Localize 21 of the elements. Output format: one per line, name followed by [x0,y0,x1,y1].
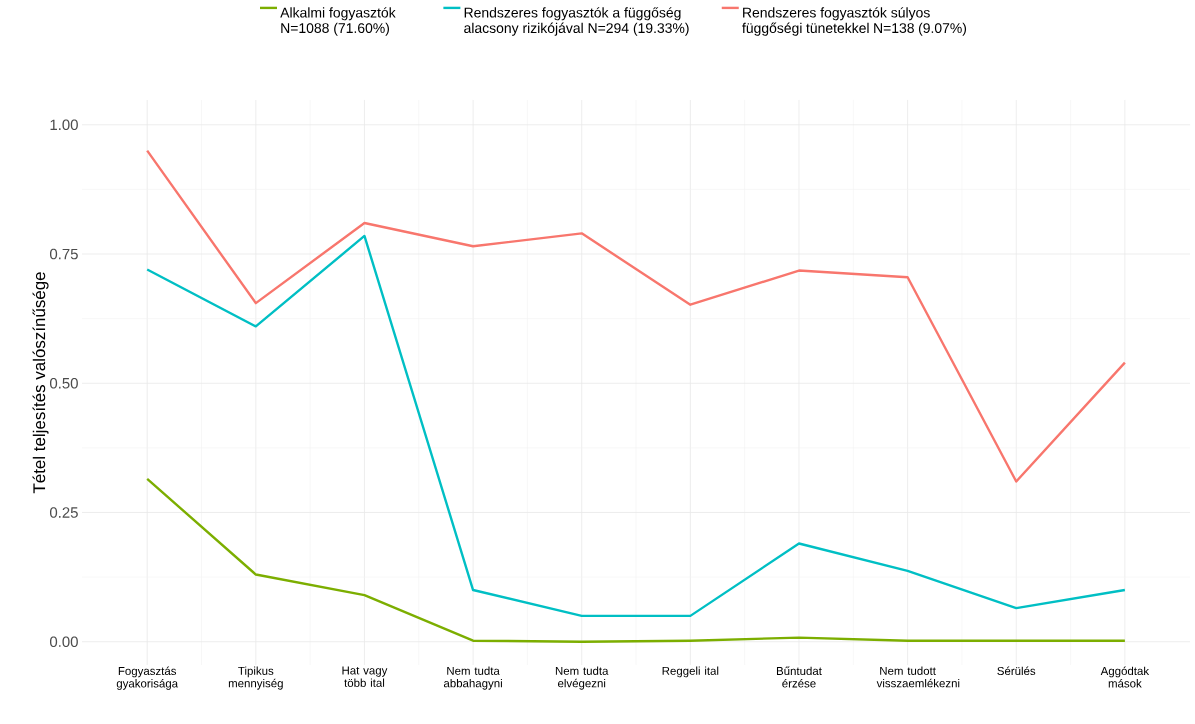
x-tick-label: Bűntudat érzése [776,666,822,688]
x-tick-label: Tipikus mennyiség [228,666,283,690]
line-series [145,149,1127,483]
y-axis-title: Tétel teljesítés valószínűsége [32,272,49,494]
x-tick-label: Fogyasztás gyakorisága [116,666,179,690]
y-tick-label: 0.25 [49,507,78,518]
x-tick-label: Sérülés [997,666,1036,676]
x-tick-label: Nem tudott visszaemlékezni [876,666,960,688]
y-tick-label: 0.50 [49,377,78,389]
y-tick-label: 1.00 [50,119,78,131]
x-tick-label: Hat vagy több ital [342,666,388,687]
y-tick-label: 0.75 [49,248,78,260]
y-tick-label: 0.00 [49,636,78,648]
x-tick-label: Nem tudta elvégezni [555,666,609,690]
x-tick-label: Aggódtak mások [1100,666,1150,688]
legend-label: Alkalmi fogyasztók N=1088 (71.60%) [280,7,396,36]
x-tick-label: Nem tudta abbahagyni [443,666,502,690]
legend-label: Rendszeres fogyasztók súlyos függőségi tünetekkel N=138 (9.07%) [742,7,967,36]
legend-label: Rendszeres fogyasztók a függőség alacsony rizikójával N=294 (19.33%) [464,7,689,36]
x-tick-label: Reggeli ital [662,666,719,678]
line-series [145,234,1127,618]
